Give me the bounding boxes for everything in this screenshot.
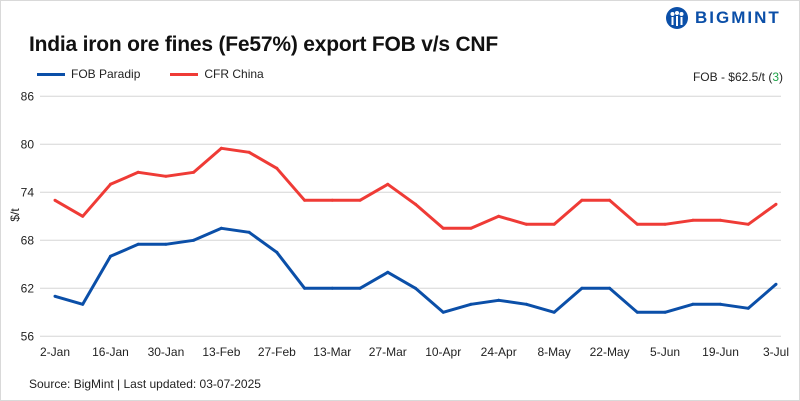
series-line-cfr bbox=[54, 146, 777, 230]
data-point-fob bbox=[497, 298, 501, 302]
data-point-fob bbox=[219, 226, 223, 230]
data-point-cfr bbox=[386, 182, 390, 186]
data-point-cfr bbox=[663, 222, 667, 226]
x-tick-label: 27-Mar bbox=[369, 345, 407, 359]
data-point-cfr bbox=[330, 198, 334, 202]
legend-swatch-fob bbox=[37, 72, 65, 76]
data-point-fob bbox=[164, 242, 168, 246]
data-point-fob bbox=[192, 238, 196, 242]
bigmint-logo-icon bbox=[666, 7, 688, 29]
y-tick-label: 62 bbox=[21, 281, 35, 295]
source-note: Source: BigMint | Last updated: 03-07-20… bbox=[29, 377, 261, 391]
x-tick-label: 5-Jun bbox=[650, 345, 680, 359]
data-point-cfr bbox=[635, 222, 639, 226]
legend-item-cfr: CFR China bbox=[170, 67, 264, 81]
data-point-cfr bbox=[774, 202, 778, 206]
data-point-fob bbox=[469, 302, 473, 306]
data-point-fob bbox=[136, 242, 140, 246]
data-point-cfr bbox=[497, 214, 501, 218]
data-point-fob bbox=[247, 230, 251, 234]
x-tick-label: 2-Jan bbox=[40, 345, 70, 359]
data-point-cfr bbox=[580, 198, 584, 202]
data-point-fob bbox=[81, 302, 85, 306]
data-point-cfr bbox=[441, 226, 445, 230]
y-tick-label: 86 bbox=[21, 89, 35, 103]
legend-item-fob: FOB Paradip bbox=[37, 67, 140, 81]
data-point-fob bbox=[275, 250, 279, 254]
logo-text: BIGMINT bbox=[695, 8, 781, 27]
data-point-fob bbox=[386, 270, 390, 274]
x-tick-label: 27-Feb bbox=[258, 345, 296, 359]
legend-swatch-cfr bbox=[170, 72, 199, 76]
y-tick-label: 56 bbox=[21, 329, 35, 343]
fob-annotation: FOB - $62.5/t (3) bbox=[693, 70, 783, 84]
legend: FOB Paradip CFR China bbox=[37, 67, 264, 81]
data-point-cfr bbox=[552, 222, 556, 226]
annotation-prefix: FOB - $62.5/t ( bbox=[692, 70, 773, 84]
data-point-cfr bbox=[53, 198, 57, 202]
y-tick-label: 68 bbox=[21, 233, 35, 247]
data-point-cfr bbox=[108, 182, 112, 186]
data-point-fob bbox=[608, 286, 612, 290]
x-tick-label: 10-Apr bbox=[425, 345, 461, 359]
data-point-cfr bbox=[469, 226, 473, 230]
data-point-fob bbox=[663, 310, 667, 314]
data-point-fob bbox=[414, 286, 417, 290]
data-point-cfr bbox=[136, 170, 140, 174]
data-point-fob bbox=[719, 302, 723, 306]
data-point-cfr bbox=[275, 166, 279, 170]
series-line-fob bbox=[54, 226, 777, 314]
data-point-fob bbox=[441, 310, 445, 314]
data-point-cfr bbox=[81, 214, 85, 218]
data-point-fob bbox=[358, 286, 362, 290]
bigmint-logo: BIGMINT bbox=[665, 6, 781, 30]
data-point-fob bbox=[524, 302, 528, 306]
data-point-cfr bbox=[219, 146, 223, 150]
data-point-cfr bbox=[691, 218, 695, 222]
data-point-cfr bbox=[608, 198, 612, 202]
data-point-cfr bbox=[192, 170, 196, 174]
data-point-fob bbox=[303, 286, 307, 290]
data-point-cfr bbox=[524, 222, 528, 226]
data-point-fob bbox=[53, 294, 57, 298]
data-point-cfr bbox=[247, 150, 251, 154]
legend-label-fob: FOB Paradip bbox=[71, 67, 141, 81]
x-tick-label: 19-Jun bbox=[702, 345, 739, 359]
data-point-cfr bbox=[746, 222, 750, 226]
y-tick-label: 80 bbox=[21, 137, 35, 151]
x-tick-label: 22-May bbox=[590, 345, 630, 359]
data-point-fob bbox=[746, 306, 750, 310]
x-tick-label: 13-Feb bbox=[202, 345, 240, 359]
x-tick-label: 24-Apr bbox=[481, 345, 517, 359]
data-point-cfr bbox=[164, 174, 168, 178]
data-point-fob bbox=[691, 302, 695, 306]
x-tick-label: 30-Jan bbox=[148, 345, 185, 359]
data-point-cfr bbox=[414, 202, 417, 206]
x-tick-label: 3-Jul bbox=[763, 345, 789, 359]
legend-label-cfr: CFR China bbox=[204, 67, 264, 81]
y-tick-label: 74 bbox=[21, 185, 35, 199]
data-point-cfr bbox=[358, 198, 362, 202]
x-tick-label: 16-Jan bbox=[92, 345, 129, 359]
annotation-suffix: ) bbox=[779, 70, 783, 84]
x-tick-label: 13-Mar bbox=[313, 345, 351, 359]
data-point-fob bbox=[580, 286, 584, 290]
y-axis-label: $/t bbox=[8, 208, 22, 222]
data-point-fob bbox=[108, 254, 112, 258]
data-point-fob bbox=[774, 282, 778, 286]
chart-title: India iron ore fines (Fe57%) export FOB … bbox=[29, 33, 499, 56]
data-point-fob bbox=[330, 286, 334, 290]
annotation-change: 3 bbox=[772, 70, 779, 84]
x-tick-label: 8-May bbox=[537, 345, 570, 359]
data-point-cfr bbox=[303, 198, 307, 202]
data-point-cfr bbox=[719, 218, 723, 222]
data-point-fob bbox=[635, 310, 639, 314]
data-point-fob bbox=[552, 310, 556, 314]
